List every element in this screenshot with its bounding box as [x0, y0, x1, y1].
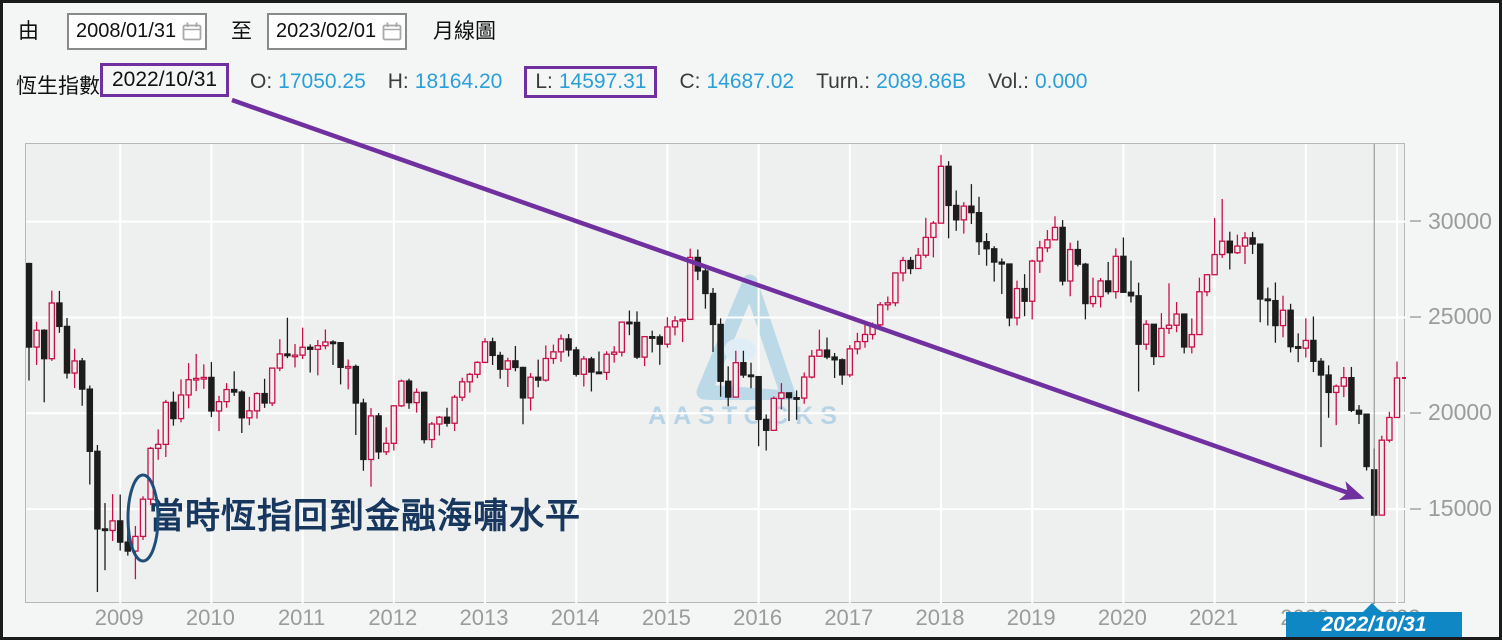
high-label: H:: [387, 70, 409, 93]
y-tick-icon: [1410, 220, 1421, 223]
x-axis-label: 2012: [368, 605, 418, 630]
y-axis-label: 25000: [1410, 303, 1492, 330]
from-date-input[interactable]: 2008/01/31: [67, 13, 207, 50]
x-axis-label: 2015: [641, 605, 691, 630]
open-value: 17050.25: [278, 70, 366, 93]
x-axis-label: 2010: [185, 605, 235, 630]
x-axis-label: 2018: [915, 605, 965, 630]
candles-canvas[interactable]: [26, 144, 1406, 604]
volume-field: Vol.: 0.000: [988, 70, 1087, 94]
y-tick-icon: [1410, 507, 1421, 510]
low-value: 14597.31: [558, 70, 647, 93]
volume-label: Vol.:: [988, 70, 1029, 93]
high-field: H: 18164.20: [388, 70, 503, 94]
period-label: 月線圖: [433, 20, 496, 43]
tooltip-date: 2022/10/31: [1321, 612, 1427, 636]
calendar-icon[interactable]: [182, 22, 202, 41]
turnover-field: Turn.: 2089.86B: [816, 70, 966, 94]
index-name: 恆生指數: [16, 75, 100, 98]
quote-bar: O: 17050.25 H: 18164.20 L: 14597.31 C: 1…: [250, 62, 1088, 102]
y-axis-label: 30000: [1410, 208, 1492, 235]
x-axis-label: 2019: [1006, 605, 1056, 630]
turnover-label: Turn.:: [816, 70, 871, 93]
calendar-icon[interactable]: [382, 22, 402, 41]
x-axis-label: 2017: [824, 605, 874, 630]
cursor-date-tooltip: 2022/10/31: [1286, 603, 1462, 637]
y-tick-icon: [1410, 411, 1421, 414]
open-label: O:: [250, 70, 273, 93]
low-field-highlighted: L: 14597.31: [524, 66, 658, 98]
to-date-input[interactable]: 2023/02/01: [267, 13, 407, 50]
x-axis-label: 2014: [550, 605, 600, 630]
y-tick-icon: [1410, 315, 1421, 318]
to-date-value: 2023/02/01: [276, 20, 377, 42]
candlestick-chart[interactable]: AASTOCKS: [25, 143, 1406, 604]
x-axis-label: 2020: [1097, 605, 1147, 630]
turnover-value: 2089.86B: [876, 70, 967, 93]
y-axis-label: 15000: [1410, 495, 1492, 522]
close-value: 14687.02: [706, 70, 795, 93]
from-label: 由: [18, 20, 39, 43]
x-axis-label: 2009: [94, 605, 144, 630]
from-date-value: 2008/01/31: [76, 20, 177, 42]
y-axis-label: 20000: [1410, 399, 1492, 426]
x-axis-label: 2021: [1189, 605, 1239, 630]
highlighted-cursor-date: 2022/10/31: [100, 63, 230, 97]
high-value: 18164.20: [414, 70, 503, 93]
low-label: L:: [535, 70, 553, 93]
x-axis-label: 2016: [733, 605, 783, 630]
close-field: C: 14687.02: [679, 70, 794, 94]
x-axis-label: 2013: [459, 605, 509, 630]
close-label: C:: [679, 70, 701, 93]
x-axis-label: 2011: [277, 605, 326, 630]
volume-value: 0.000: [1034, 70, 1088, 93]
to-label: 至: [231, 20, 252, 43]
tooltip-pointer-icon: [1363, 603, 1381, 612]
open-field: O: 17050.25: [250, 70, 366, 94]
